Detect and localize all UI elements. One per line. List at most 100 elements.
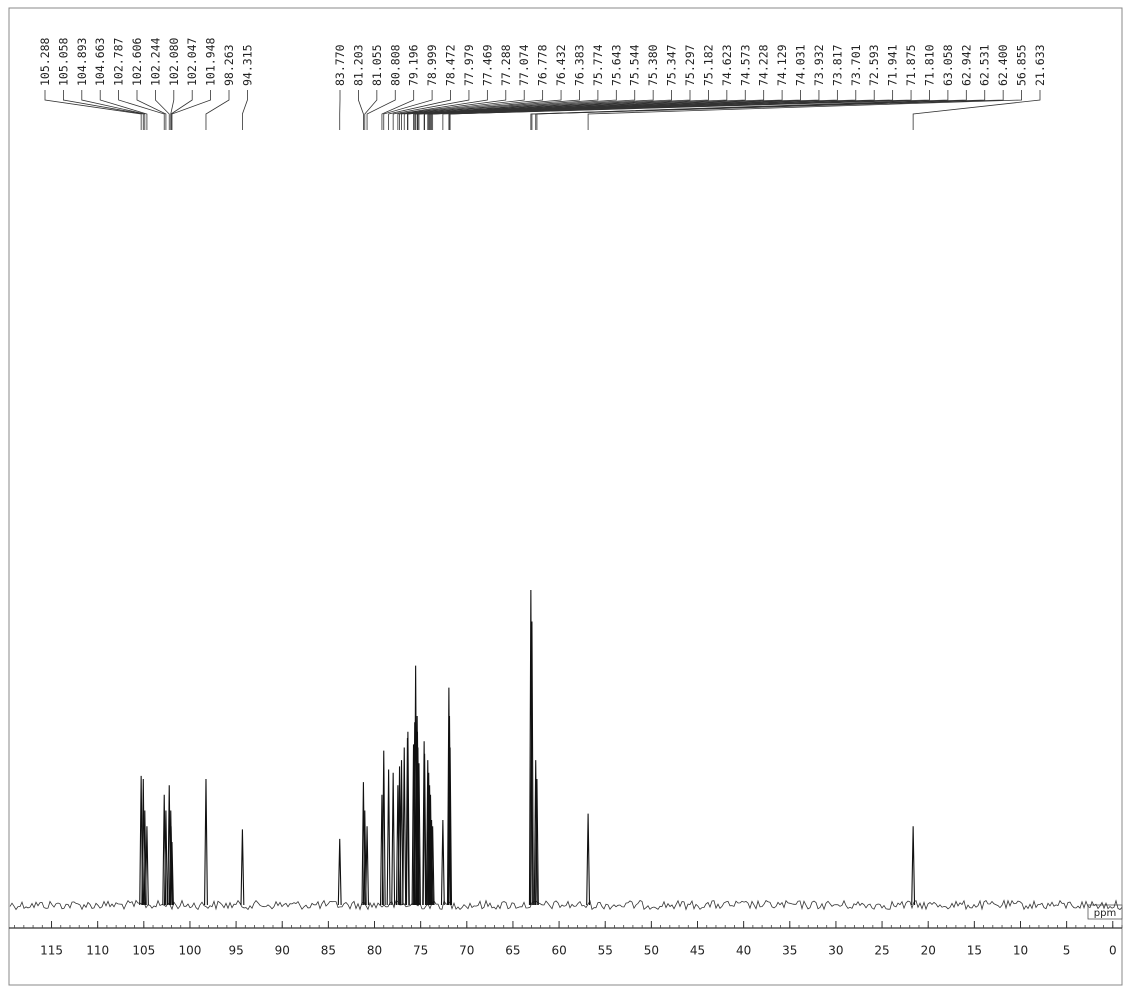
x-tick-label: 65 xyxy=(505,944,520,958)
peak-label: 104.663 xyxy=(93,37,107,86)
peak-leader xyxy=(913,90,1040,130)
peak-label: 105.288 xyxy=(38,37,52,86)
peak xyxy=(441,820,444,905)
peak xyxy=(366,826,369,905)
peak-label: 73.701 xyxy=(849,44,863,86)
peak-label: 102.787 xyxy=(112,37,126,86)
peak-label: 76.432 xyxy=(554,44,568,86)
peak-leader xyxy=(206,90,229,130)
peak-label: 74.573 xyxy=(738,44,752,86)
peak xyxy=(241,829,244,905)
peak-label: 75.347 xyxy=(665,44,679,86)
peak-label: 81.055 xyxy=(370,44,384,86)
x-tick-label: 40 xyxy=(736,944,751,958)
peak-label: 74.623 xyxy=(720,44,734,86)
peak-leader xyxy=(358,90,363,130)
x-tick-label: 60 xyxy=(551,944,566,958)
peak xyxy=(382,751,385,905)
peak-label: 75.297 xyxy=(683,44,697,86)
peak-label: 77.979 xyxy=(462,44,476,86)
x-axis-unit: ppm xyxy=(1094,908,1116,919)
peak xyxy=(205,779,208,905)
peak xyxy=(146,826,149,905)
peak-label: 62.531 xyxy=(978,44,992,86)
peak-label: 71.875 xyxy=(904,44,918,86)
peak-label: 102.606 xyxy=(130,37,144,86)
peak-label: 71.941 xyxy=(886,44,900,86)
baseline-noise xyxy=(10,901,1122,910)
peak-label: 75.544 xyxy=(628,44,642,86)
x-tick-label: 10 xyxy=(1013,944,1028,958)
x-tick-label: 75 xyxy=(413,944,428,958)
x-tick-label: 0 xyxy=(1109,944,1117,958)
x-tick-label: 5 xyxy=(1063,944,1071,958)
peak-label: 62.400 xyxy=(996,44,1010,86)
peak xyxy=(387,770,390,905)
peak-label: 76.383 xyxy=(572,44,586,86)
peak-label: 102.244 xyxy=(148,37,162,86)
peak-leader xyxy=(537,90,1003,130)
peak-label: 75.380 xyxy=(646,44,660,86)
x-tick-label: 70 xyxy=(459,944,474,958)
peak-label: 102.047 xyxy=(185,37,199,86)
peak-label: 83.770 xyxy=(333,44,347,86)
peak-label: 102.080 xyxy=(167,37,181,86)
x-tick-label: 80 xyxy=(367,944,382,958)
peak-leader xyxy=(63,90,143,130)
peak-label: 80.808 xyxy=(388,44,402,86)
peak-label: 74.228 xyxy=(757,44,771,86)
peak-label: 56.855 xyxy=(1015,44,1029,86)
x-tick-label: 95 xyxy=(228,944,243,958)
peak-label: 75.774 xyxy=(591,44,605,86)
peak xyxy=(392,773,395,905)
peak xyxy=(912,826,915,905)
peak-label: 101.948 xyxy=(204,37,218,86)
chart: ppm 115110105100959085807570656055504540… xyxy=(0,0,1127,991)
peak-label: 79.196 xyxy=(407,44,421,86)
x-tick-label: 45 xyxy=(690,944,705,958)
frame xyxy=(9,8,1122,985)
peak-label: 78.472 xyxy=(444,44,458,86)
x-tick-label: 25 xyxy=(874,944,889,958)
x-tick-label: 15 xyxy=(967,944,982,958)
peak-leader xyxy=(242,90,247,130)
peak-label: 72.593 xyxy=(867,44,881,86)
x-tick-label: 110 xyxy=(86,944,109,958)
x-tick-label: 85 xyxy=(321,944,336,958)
peak xyxy=(338,839,341,905)
peak-label: 98.263 xyxy=(222,44,236,86)
peak-label: 77.288 xyxy=(499,44,513,86)
x-tick-label: 105 xyxy=(132,944,155,958)
peak-leader xyxy=(100,90,147,130)
peak-label: 81.203 xyxy=(351,44,365,86)
x-tick-label: 30 xyxy=(828,944,843,958)
x-tick-label: 20 xyxy=(921,944,936,958)
peak-label: 75.643 xyxy=(609,44,623,86)
peak-label: 73.932 xyxy=(812,44,826,86)
peak-label: 76.778 xyxy=(536,44,550,86)
peak-leader xyxy=(171,90,192,130)
peak-label: 74.129 xyxy=(775,44,789,86)
peak-label: 74.031 xyxy=(794,44,808,86)
peak-label: 75.182 xyxy=(701,44,715,86)
peak-label: 77.074 xyxy=(517,44,531,86)
peak-label: 104.893 xyxy=(75,37,89,86)
peak-label: 73.817 xyxy=(830,44,844,86)
x-tick-label: 90 xyxy=(275,944,290,958)
peak-label: 77.469 xyxy=(480,44,494,86)
peak-label: 21.633 xyxy=(1033,44,1047,86)
x-tick-label: 55 xyxy=(598,944,613,958)
peak-label: 71.810 xyxy=(922,44,936,86)
peak-label: 78.999 xyxy=(425,44,439,86)
peak xyxy=(587,814,590,905)
peak-label: 105.058 xyxy=(56,37,70,86)
x-tick-label: 35 xyxy=(782,944,797,958)
peak-label: 94.315 xyxy=(240,44,254,86)
x-tick-label: 100 xyxy=(178,944,201,958)
peak-label: 63.058 xyxy=(941,44,955,86)
x-tick-label: 115 xyxy=(40,944,63,958)
peak-leader xyxy=(536,90,985,130)
x-tick-label: 50 xyxy=(644,944,659,958)
peak xyxy=(403,748,406,906)
peak-label: 62.942 xyxy=(959,44,973,86)
